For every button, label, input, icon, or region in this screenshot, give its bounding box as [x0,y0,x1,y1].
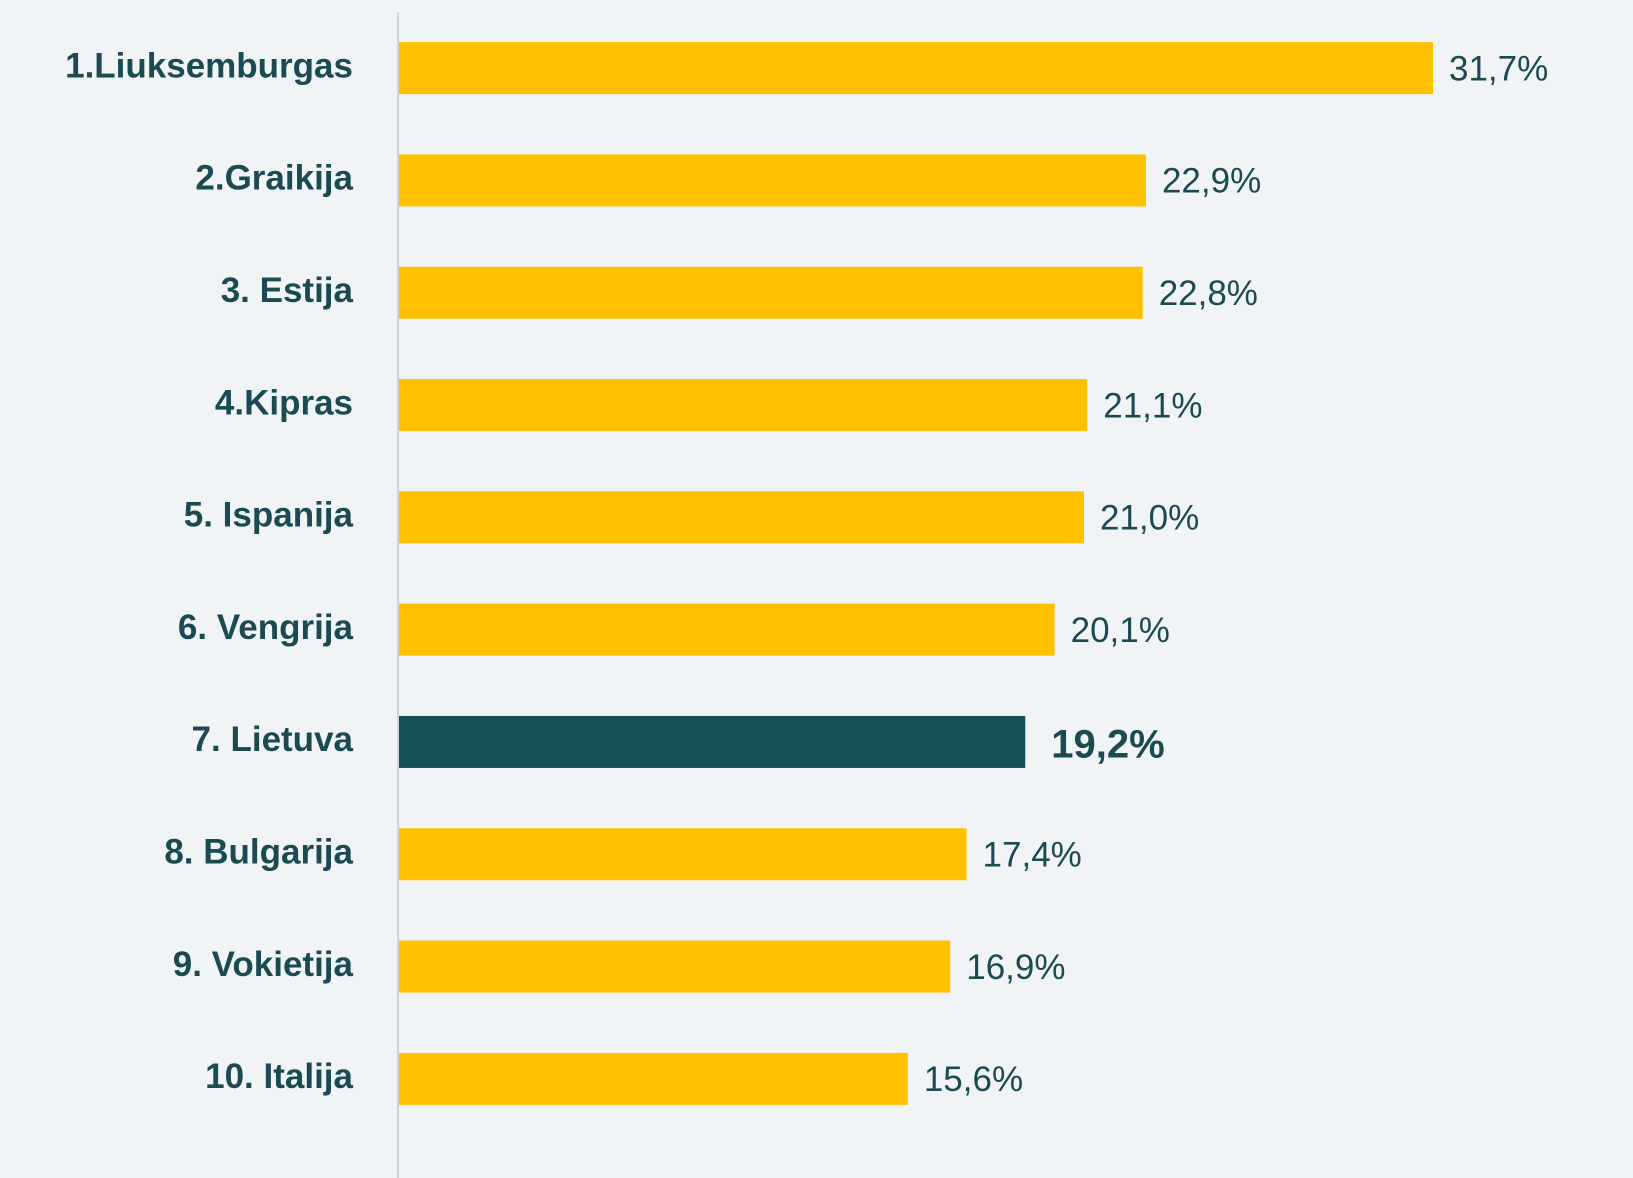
category-label: 9. Vokietija [173,945,354,984]
category-label: 7. Lietuva [192,720,354,759]
bar [399,154,1146,207]
category-label: 4.Kipras [215,383,353,422]
bar [399,266,1143,319]
category-label: 6. Vengrija [178,608,354,647]
category-label: 5. Ispanija [184,496,354,535]
value-label: 16,9% [966,948,1065,987]
bar [399,828,967,881]
category-label: 1.Liuksemburgas [65,46,353,85]
category-label: 8. Bulgarija [164,833,353,872]
value-label: 21,1% [1103,386,1202,425]
category-label: 3. Estija [221,271,354,310]
bar [399,1052,908,1105]
bar [399,42,1433,95]
value-label: 31,7% [1449,49,1548,88]
value-label: 17,4% [983,836,1082,875]
category-label: 10. Italija [205,1057,353,1096]
bar [399,715,1026,768]
value-label: 21,0% [1100,499,1199,538]
value-label: 22,8% [1159,274,1258,313]
bar [399,379,1088,432]
category-label: 2.Graikija [195,159,353,198]
value-label: 20,1% [1071,611,1170,650]
value-label: 15,6% [924,1060,1023,1099]
bar [399,491,1084,544]
bar [399,940,951,993]
value-label: 19,2% [1051,723,1164,767]
value-label: 22,9% [1162,162,1261,201]
bar [399,603,1055,656]
